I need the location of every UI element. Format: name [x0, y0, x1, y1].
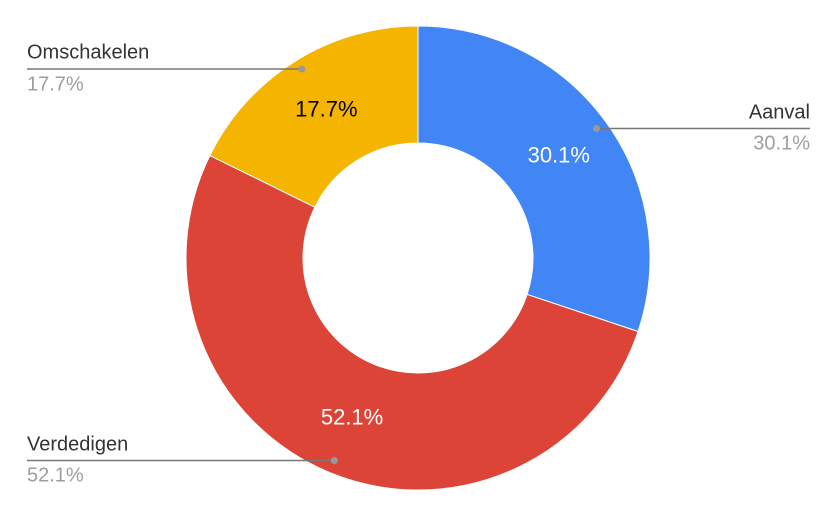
legend-value: 52.1%: [27, 464, 84, 486]
legend-name: Verdedigen: [27, 433, 128, 455]
leader-dot: [330, 457, 338, 464]
slice: [209, 25, 419, 208]
slice-label: 17.7%: [295, 97, 357, 122]
slice: [185, 154, 639, 491]
slice: [417, 25, 651, 333]
legend-name: Omschakelen: [27, 41, 149, 63]
leader-dot: [298, 65, 306, 73]
slice-label: 30.1%: [528, 142, 590, 167]
legend-name: Aanval: [749, 101, 810, 123]
leader-dot: [593, 125, 601, 132]
slice-label: 52.1%: [321, 404, 383, 429]
legend-value: 17.7%: [27, 73, 84, 95]
legend-value: 30.1%: [753, 132, 810, 154]
